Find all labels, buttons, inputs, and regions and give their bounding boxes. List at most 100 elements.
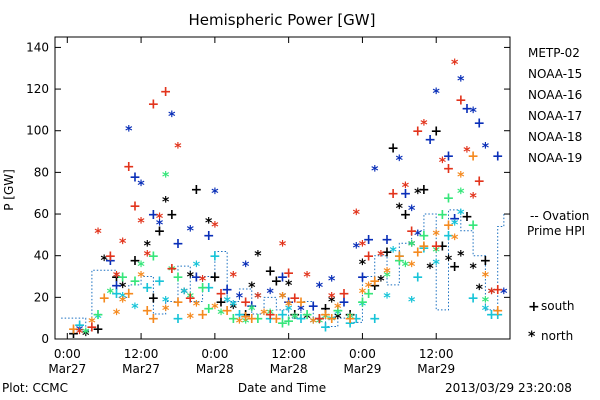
x-tick-time-label: 0:00 [201,347,228,361]
data-point: * [353,240,361,256]
data-point: * [187,270,195,286]
data-point: + [98,290,110,306]
data-point: + [289,307,301,323]
data-point: + [92,322,104,338]
data-point: + [369,274,381,290]
data-point: + [400,186,412,202]
data-point: * [193,259,201,275]
data-point: * [377,274,385,290]
data-point: + [320,301,332,317]
data-point: * [279,238,287,254]
data-point: + [240,307,252,323]
x-tick-date-label: Mar29 [343,362,381,376]
data-point: + [154,224,166,240]
data-point: + [203,280,215,296]
data-point: + [215,295,227,311]
data-point: + [209,249,221,265]
data-point: + [357,270,369,286]
data-point: * [137,270,145,286]
marker-legend-symbol: * [528,329,536,345]
data-point: + [148,311,160,327]
data-point: + [148,249,160,265]
data-point: + [160,84,172,100]
data-point: + [363,249,375,265]
data-point: + [418,240,430,256]
data-point: + [418,238,430,254]
data-point: * [156,217,164,233]
data-point: + [277,270,289,286]
data-point: + [314,311,326,327]
y-axis: 0 20 40 60 80 100 120 140 [26,40,510,346]
data-point: * [328,290,336,306]
data-point: + [221,303,233,319]
marker-legend-label: south [541,299,575,313]
data-point: * [408,295,416,311]
data-point: + [492,149,504,165]
data-point: * [187,290,195,306]
data-point: * [144,238,152,254]
data-point: * [248,303,256,319]
data-point: * [433,257,441,273]
data-point: * [457,207,465,223]
data-point: + [455,92,467,108]
data-point: * [482,295,490,311]
data-point: + [393,249,405,265]
data-point: + [172,295,184,311]
data-point: + [430,238,442,254]
x-tick-time-label: 12:00 [124,347,159,361]
data-point: * [433,245,441,261]
data-point: + [148,207,160,223]
data-point: * [76,326,84,342]
data-point: + [314,311,326,327]
data-point: * [101,253,109,269]
data-point: + [418,228,430,244]
data-point: * [267,286,275,302]
data-point: * [193,299,201,315]
data-point: * [451,232,459,248]
data-point: + [264,307,276,323]
data-point: + [443,228,455,244]
legend-entry: METP-02 [528,46,580,60]
data-point: + [283,313,295,329]
data-point: + [68,326,80,342]
data-point: * [113,270,121,286]
data-point: * [137,215,145,231]
data-point: + [480,253,492,269]
data-point: + [92,307,104,323]
data-point: + [400,207,412,223]
data-point: + [215,286,227,302]
data-point: * [396,201,404,217]
data-point: + [363,232,375,248]
data-point: + [74,317,86,333]
data-point: * [457,186,465,202]
data-point: * [230,299,238,315]
data-point: + [104,253,116,269]
data-point: * [260,307,268,323]
data-point: + [264,263,276,279]
data-point: * [236,315,244,331]
data-point: * [279,290,287,306]
data-point: * [310,315,318,331]
data-point: * [279,290,287,306]
data-point: * [156,211,164,227]
data-point: + [191,270,203,286]
data-point: * [230,270,238,286]
data-point: + [467,149,479,165]
data-point: + [172,311,184,327]
data-point: * [168,109,176,125]
data-point: + [449,211,461,227]
data-point: * [76,324,84,340]
data-point: * [285,299,293,315]
data-point: * [162,195,170,211]
data-point: * [162,303,170,319]
data-point: * [310,315,318,331]
data-point: * [469,105,477,121]
data-point: * [131,301,139,317]
data-point: * [211,220,219,236]
y-tick-label: 40 [34,249,49,263]
data-point: * [457,170,465,186]
data-point: * [297,303,305,319]
data-point: + [486,307,498,323]
data-point: * [199,274,207,290]
data-point: + [172,270,184,286]
